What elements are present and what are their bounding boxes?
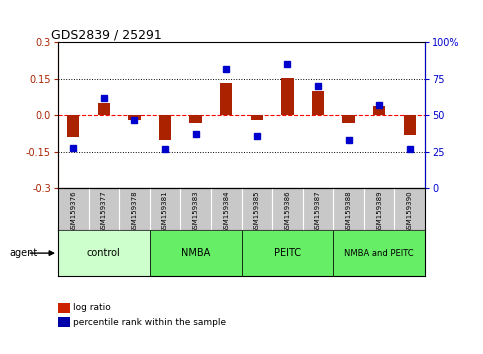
Text: GSM159378: GSM159378 xyxy=(131,190,138,233)
Text: GSM159390: GSM159390 xyxy=(407,190,413,233)
Bar xyxy=(251,115,263,120)
Bar xyxy=(150,230,242,276)
Text: control: control xyxy=(87,248,121,258)
Bar xyxy=(220,82,232,115)
Text: NMBA: NMBA xyxy=(181,248,210,258)
Bar xyxy=(373,106,385,115)
Bar xyxy=(67,115,79,137)
Bar xyxy=(281,78,294,115)
Text: NMBA and PEITC: NMBA and PEITC xyxy=(344,249,414,258)
Bar xyxy=(312,91,324,115)
Text: GSM159389: GSM159389 xyxy=(376,190,382,233)
Text: GSM159376: GSM159376 xyxy=(70,190,76,233)
Bar xyxy=(404,115,416,135)
Text: GSM159386: GSM159386 xyxy=(284,190,290,233)
Text: GSM159377: GSM159377 xyxy=(101,190,107,233)
Bar xyxy=(189,115,202,123)
Bar xyxy=(98,103,110,115)
Text: GSM159381: GSM159381 xyxy=(162,190,168,233)
Text: PEITC: PEITC xyxy=(274,248,301,258)
Text: GSM159384: GSM159384 xyxy=(223,190,229,233)
Bar xyxy=(242,230,333,276)
Text: GSM159387: GSM159387 xyxy=(315,190,321,233)
Text: log ratio: log ratio xyxy=(73,303,111,313)
Text: GSM159383: GSM159383 xyxy=(193,190,199,233)
Text: GSM159388: GSM159388 xyxy=(345,190,352,233)
Bar xyxy=(128,115,141,120)
Text: GDS2839 / 25291: GDS2839 / 25291 xyxy=(51,28,161,41)
Bar xyxy=(159,115,171,140)
Text: GSM159385: GSM159385 xyxy=(254,190,260,233)
Bar xyxy=(58,230,150,276)
Text: percentile rank within the sample: percentile rank within the sample xyxy=(73,318,227,327)
Bar xyxy=(333,230,425,276)
Bar xyxy=(342,115,355,123)
Text: agent: agent xyxy=(10,248,38,258)
